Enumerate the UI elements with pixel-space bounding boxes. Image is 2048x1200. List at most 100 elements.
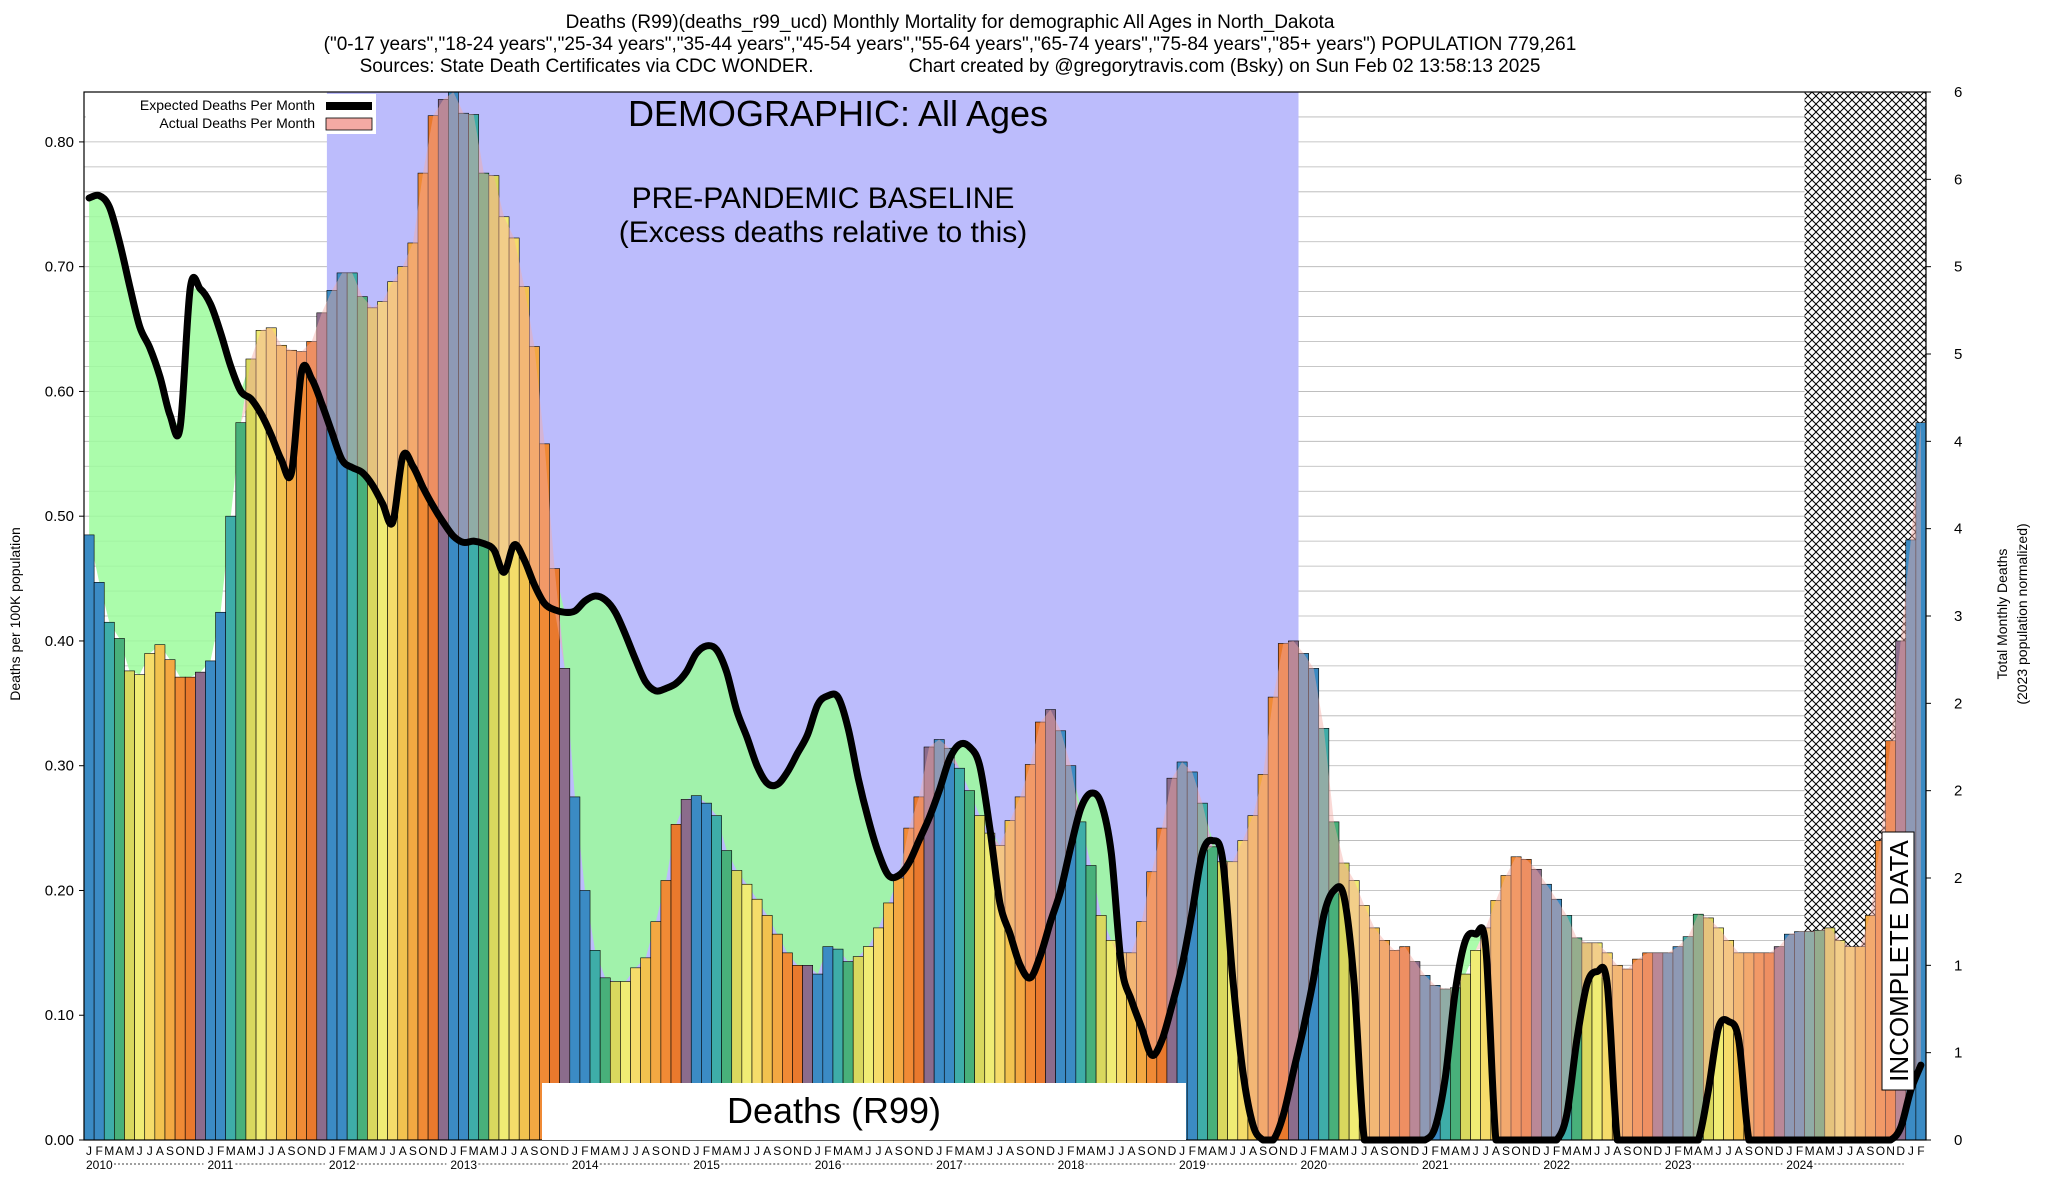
month-tick-label: O <box>1511 1144 1520 1158</box>
month-tick-label: D <box>1289 1144 1298 1158</box>
month-tick-label: A <box>115 1144 123 1158</box>
month-tick-label: O <box>1633 1144 1642 1158</box>
month-tick-label: N <box>186 1144 195 1158</box>
month-tick-label: J <box>511 1144 517 1158</box>
month-tick-label: J <box>450 1144 456 1158</box>
month-tick-label: M <box>1197 1144 1207 1158</box>
month-tick-label: O <box>904 1144 913 1158</box>
month-tick-label: M <box>1076 1144 1086 1158</box>
month-tick-label: J <box>1665 1144 1671 1158</box>
month-tick-label: J <box>329 1144 335 1158</box>
month-tick-label: J <box>622 1144 628 1158</box>
month-tick-label: N <box>550 1144 559 1158</box>
y-tick-label: 0.20 <box>45 882 74 899</box>
month-tick-label: N <box>1886 1144 1895 1158</box>
month-tick-label: F <box>1310 1144 1317 1158</box>
y2-axis-title-line2: (2023 population normalized) <box>2014 523 2030 704</box>
legend-label-actual: Actual Deaths Per Month <box>159 115 315 131</box>
incomplete-label-group: INCOMPLETE DATA <box>1881 831 1915 1091</box>
baseline-annotation-sub: (Excess deaths relative to this) <box>619 216 1028 249</box>
month-tick-label: M <box>367 1144 377 1158</box>
month-tick-label: M <box>1805 1144 1815 1158</box>
month-tick-label: S <box>166 1144 174 1158</box>
month-tick-label: F <box>1189 1144 1196 1158</box>
month-tick-label: N <box>793 1144 802 1158</box>
month-tick-label: D <box>1046 1144 1055 1158</box>
month-tick-label: N <box>1400 1144 1409 1158</box>
y2-tick-label: 6 <box>1954 171 1962 188</box>
year-label: 2017 <box>936 1158 963 1172</box>
credit-text: Chart created by @gregorytravis.com (Bsk… <box>908 56 1541 77</box>
y2-axis-title-line1: Total Monthly Deaths <box>1994 549 2010 680</box>
month-tick-label: M <box>1703 1144 1713 1158</box>
month-tick-label: M <box>1339 1144 1349 1158</box>
month-tick-label: A <box>156 1144 164 1158</box>
bar-actual-deaths <box>235 422 247 1141</box>
month-tick-label: F <box>1917 1144 1924 1158</box>
month-tick-label: O <box>297 1144 306 1158</box>
month-tick-label: A <box>1856 1144 1864 1158</box>
year-label: 2021 <box>1422 1158 1449 1172</box>
bar-actual-deaths <box>549 568 560 1141</box>
y-tick-label: 0.30 <box>45 758 74 775</box>
bar-actual-deaths <box>1470 950 1481 1141</box>
month-tick-label: J <box>1361 1144 1367 1158</box>
month-tick-label: F <box>946 1144 953 1158</box>
bar-actual-deaths <box>205 660 216 1141</box>
y-tick-label: 0.60 <box>45 383 74 400</box>
year-label: 2024 <box>1786 1158 1813 1172</box>
month-tick-label: S <box>1866 1144 1874 1158</box>
month-tick-label: J <box>865 1144 871 1158</box>
month-tick-label: J <box>501 1144 507 1158</box>
month-tick-label: O <box>1269 1144 1278 1158</box>
bar-actual-deaths <box>144 653 156 1141</box>
bar-actual-deaths <box>1460 973 1471 1141</box>
month-tick-label: A <box>723 1144 731 1158</box>
month-tick-label: A <box>358 1144 366 1158</box>
month-tick-label: D <box>803 1144 812 1158</box>
month-tick-label: J <box>875 1144 881 1158</box>
month-tick-label: A <box>480 1144 488 1158</box>
month-tick-label: J <box>987 1144 993 1158</box>
month-tick-label: F <box>581 1144 588 1158</box>
month-tick-label: F <box>1553 1144 1560 1158</box>
month-tick-label: S <box>1016 1144 1024 1158</box>
y2-tick-label: 1 <box>1954 1045 1962 1062</box>
month-tick-label: O <box>1390 1144 1399 1158</box>
bar-actual-deaths <box>134 674 146 1141</box>
month-tick-label: N <box>915 1144 924 1158</box>
month-tick-label: S <box>1138 1144 1146 1158</box>
month-tick-label: S <box>409 1144 417 1158</box>
y2-tick-label: 3 <box>1954 608 1962 625</box>
month-tick-label: J <box>380 1144 386 1158</box>
month-tick-label: J <box>754 1144 760 1158</box>
y-tick-label: 0.40 <box>45 633 74 650</box>
year-label: 2019 <box>1179 1158 1206 1172</box>
y2-tick-label: 2 <box>1954 870 1962 887</box>
y2-tick-label: 6 <box>1954 84 1962 101</box>
month-tick-label: D <box>1896 1144 1905 1158</box>
month-tick-label: D <box>1653 1144 1662 1158</box>
month-tick-label: M <box>104 1144 114 1158</box>
month-tick-label: N <box>1765 1144 1774 1158</box>
month-tick-label: J <box>936 1144 942 1158</box>
month-tick-label: S <box>1745 1144 1753 1158</box>
month-tick-label: N <box>1643 1144 1652 1158</box>
month-tick-label: A <box>601 1144 609 1158</box>
month-tick-label: J <box>1604 1144 1610 1158</box>
bar-actual-deaths <box>225 515 237 1141</box>
y-tick-label: 0.10 <box>45 1007 74 1024</box>
month-tick-label: A <box>237 1144 245 1158</box>
month-tick-label: S <box>895 1144 903 1158</box>
year-label: 2015 <box>693 1158 720 1172</box>
month-tick-label: J <box>633 1144 639 1158</box>
month-tick-label: O <box>175 1144 184 1158</box>
month-tick-label: M <box>1461 1144 1471 1158</box>
month-tick-label: S <box>1381 1144 1389 1158</box>
month-tick-label: J <box>258 1144 264 1158</box>
month-tick-label: J <box>1908 1144 1914 1158</box>
month-tick-label: M <box>246 1144 256 1158</box>
month-tick-label: N <box>307 1144 316 1158</box>
y2-tick-label: 2 <box>1954 695 1962 712</box>
